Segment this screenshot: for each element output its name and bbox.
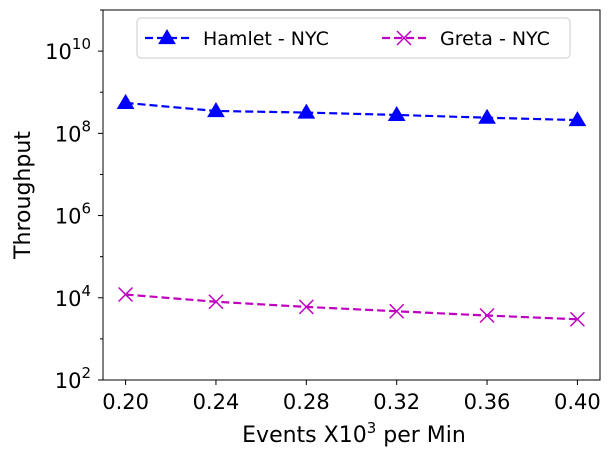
y-tick-label: 1010 [45,35,91,64]
data-point [569,311,585,327]
series-line [125,293,578,321]
legend-entry: Hamlet - NYC [145,28,329,50]
data-point [297,103,316,119]
data-point [298,299,314,315]
x-tick-label: 0.36 [464,390,511,414]
series-line [125,101,578,122]
series-hamlet-nyc [116,93,587,127]
legend: Hamlet - NYC Greta - NYC [136,17,571,59]
legend-marker [396,30,412,46]
x-tick-label: 0.20 [102,390,149,414]
x-tick-label: 0.28 [283,390,330,414]
x-tick-label: 0.40 [554,390,601,414]
data-point [118,286,134,303]
y-axis-title: Throughput [11,131,36,260]
legend-marker [158,29,176,45]
data-point [207,101,225,118]
data-point [387,105,406,122]
x-tick-label: 0.24 [193,390,240,414]
data-point [568,111,587,127]
y-tick-label: 104 [55,282,91,311]
data-point [208,294,224,310]
data-point [478,108,496,124]
y-tick-label: 108 [55,117,91,146]
legend-label: Hamlet - NYC [203,28,329,50]
legend-entry: Greta - NYC [382,28,550,50]
x-axis-title: Events X103 per Min [242,419,466,448]
data-point [479,307,495,324]
legend-label: Greta - NYC [440,28,550,50]
y-tick-label: 106 [55,200,91,229]
series-greta-nyc [118,286,585,327]
axes-frame [102,9,601,381]
data-point [116,93,135,109]
plot-area [102,9,601,381]
axis-ticks: 0.20 0.24 0.28 0.32 0.36 0.40 102 104 106 108 1010 [45,9,601,414]
x-tick-label: 0.32 [373,390,420,414]
data-point [389,303,405,319]
legend-box [136,17,571,59]
y-tick-label: 102 [55,364,91,393]
